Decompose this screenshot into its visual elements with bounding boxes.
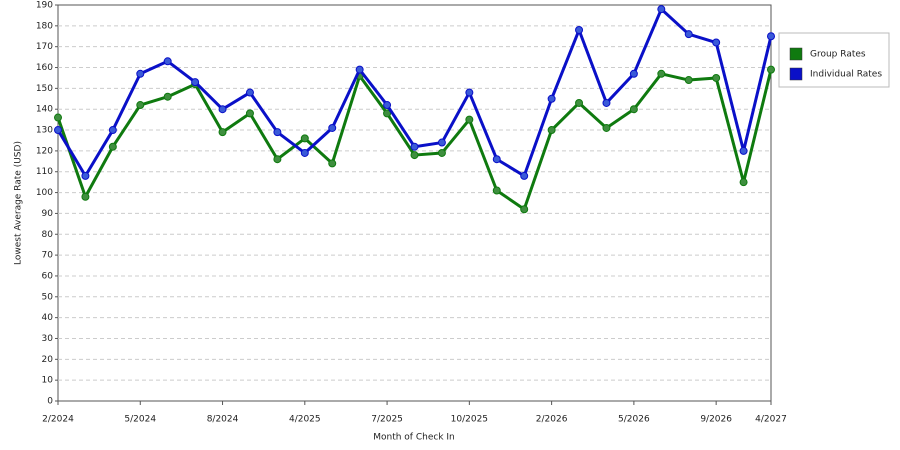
y-tick-label: 140 (36, 105, 53, 115)
data-point (136, 101, 145, 110)
legend-label: Individual Rates (810, 70, 882, 80)
y-tick-label: 60 (42, 271, 54, 281)
y-tick-label: 30 (42, 334, 54, 344)
data-point (108, 142, 117, 151)
y-tick-label: 170 (36, 42, 53, 52)
y-tick-label: 160 (36, 63, 53, 73)
x-tick-label: 10/2025 (451, 415, 488, 425)
y-tick-label: 130 (36, 126, 53, 136)
y-tick-label: 70 (42, 251, 54, 261)
data-point (602, 123, 611, 132)
y-tick-label: 10 (42, 376, 54, 386)
data-point (273, 155, 282, 164)
y-tick-label: 40 (42, 313, 54, 323)
data-point (163, 57, 172, 66)
y-tick-label: 80 (42, 230, 54, 240)
data-point (54, 113, 62, 122)
y-tick-label: 90 (42, 209, 54, 219)
data-point (767, 65, 775, 74)
data-point (547, 94, 556, 103)
data-point (739, 178, 748, 187)
data-point (492, 186, 501, 195)
x-tick-label: 5/2024 (124, 415, 156, 425)
y-tick-label: 0 (47, 397, 53, 407)
data-point (712, 73, 721, 82)
y-tick-label: 190 (36, 1, 53, 11)
data-point (602, 98, 611, 107)
x-tick-label: 9/2026 (700, 415, 732, 425)
x-tick-label: 7/2025 (371, 415, 403, 425)
data-point (108, 126, 117, 135)
data-point (218, 105, 227, 114)
data-point (410, 142, 419, 151)
data-point (657, 69, 666, 78)
data-point (54, 126, 62, 135)
data-point (465, 88, 474, 97)
y-tick-label: 50 (42, 292, 54, 302)
data-point (383, 101, 392, 110)
data-point (245, 109, 254, 118)
data-point (136, 69, 145, 78)
x-tick-label: 2/2024 (42, 415, 74, 425)
legend-label: Group Rates (810, 50, 866, 60)
data-point (520, 171, 529, 180)
data-point (520, 205, 529, 214)
legend-swatch (789, 67, 803, 81)
y-tick-label: 20 (42, 355, 54, 365)
data-point (245, 88, 254, 97)
data-point (739, 146, 748, 155)
data-point (629, 69, 638, 78)
y-tick-label: 150 (36, 84, 53, 94)
data-point (657, 5, 666, 14)
data-point (767, 32, 775, 41)
x-tick-label: 2/2026 (536, 415, 568, 425)
legend-swatch (789, 47, 803, 61)
x-tick-label: 8/2024 (207, 415, 239, 425)
data-point (300, 148, 309, 157)
data-point (355, 65, 364, 74)
data-point (300, 134, 309, 143)
data-point (492, 155, 501, 164)
data-point (575, 26, 584, 35)
data-point (712, 38, 721, 47)
data-point (81, 192, 90, 201)
data-point (163, 92, 172, 101)
data-point (218, 128, 227, 137)
data-point (575, 98, 584, 107)
data-point (81, 171, 90, 180)
data-point (273, 128, 282, 137)
data-point (437, 148, 446, 157)
data-point (410, 151, 419, 160)
x-axis-label: Month of Check In (373, 433, 455, 443)
data-point (191, 78, 200, 87)
data-point (465, 115, 474, 124)
data-point (629, 105, 638, 114)
y-tick-label: 100 (36, 188, 53, 198)
y-tick-label: 120 (36, 146, 53, 156)
x-tick-label: 4/2027 (755, 415, 787, 425)
data-point (547, 126, 556, 135)
data-point (383, 109, 392, 118)
data-point (684, 30, 693, 39)
data-point (328, 159, 337, 168)
x-tick-label: 4/2025 (289, 415, 321, 425)
plot-area (57, 4, 772, 402)
y-tick-label: 110 (36, 167, 53, 177)
data-point (684, 76, 693, 85)
y-tick-label: 180 (36, 21, 53, 31)
x-tick-label: 5/2026 (618, 415, 650, 425)
data-point (328, 123, 337, 132)
data-point (437, 138, 446, 147)
y-axis-label: Lowest Average Rate (USD) (14, 141, 24, 265)
